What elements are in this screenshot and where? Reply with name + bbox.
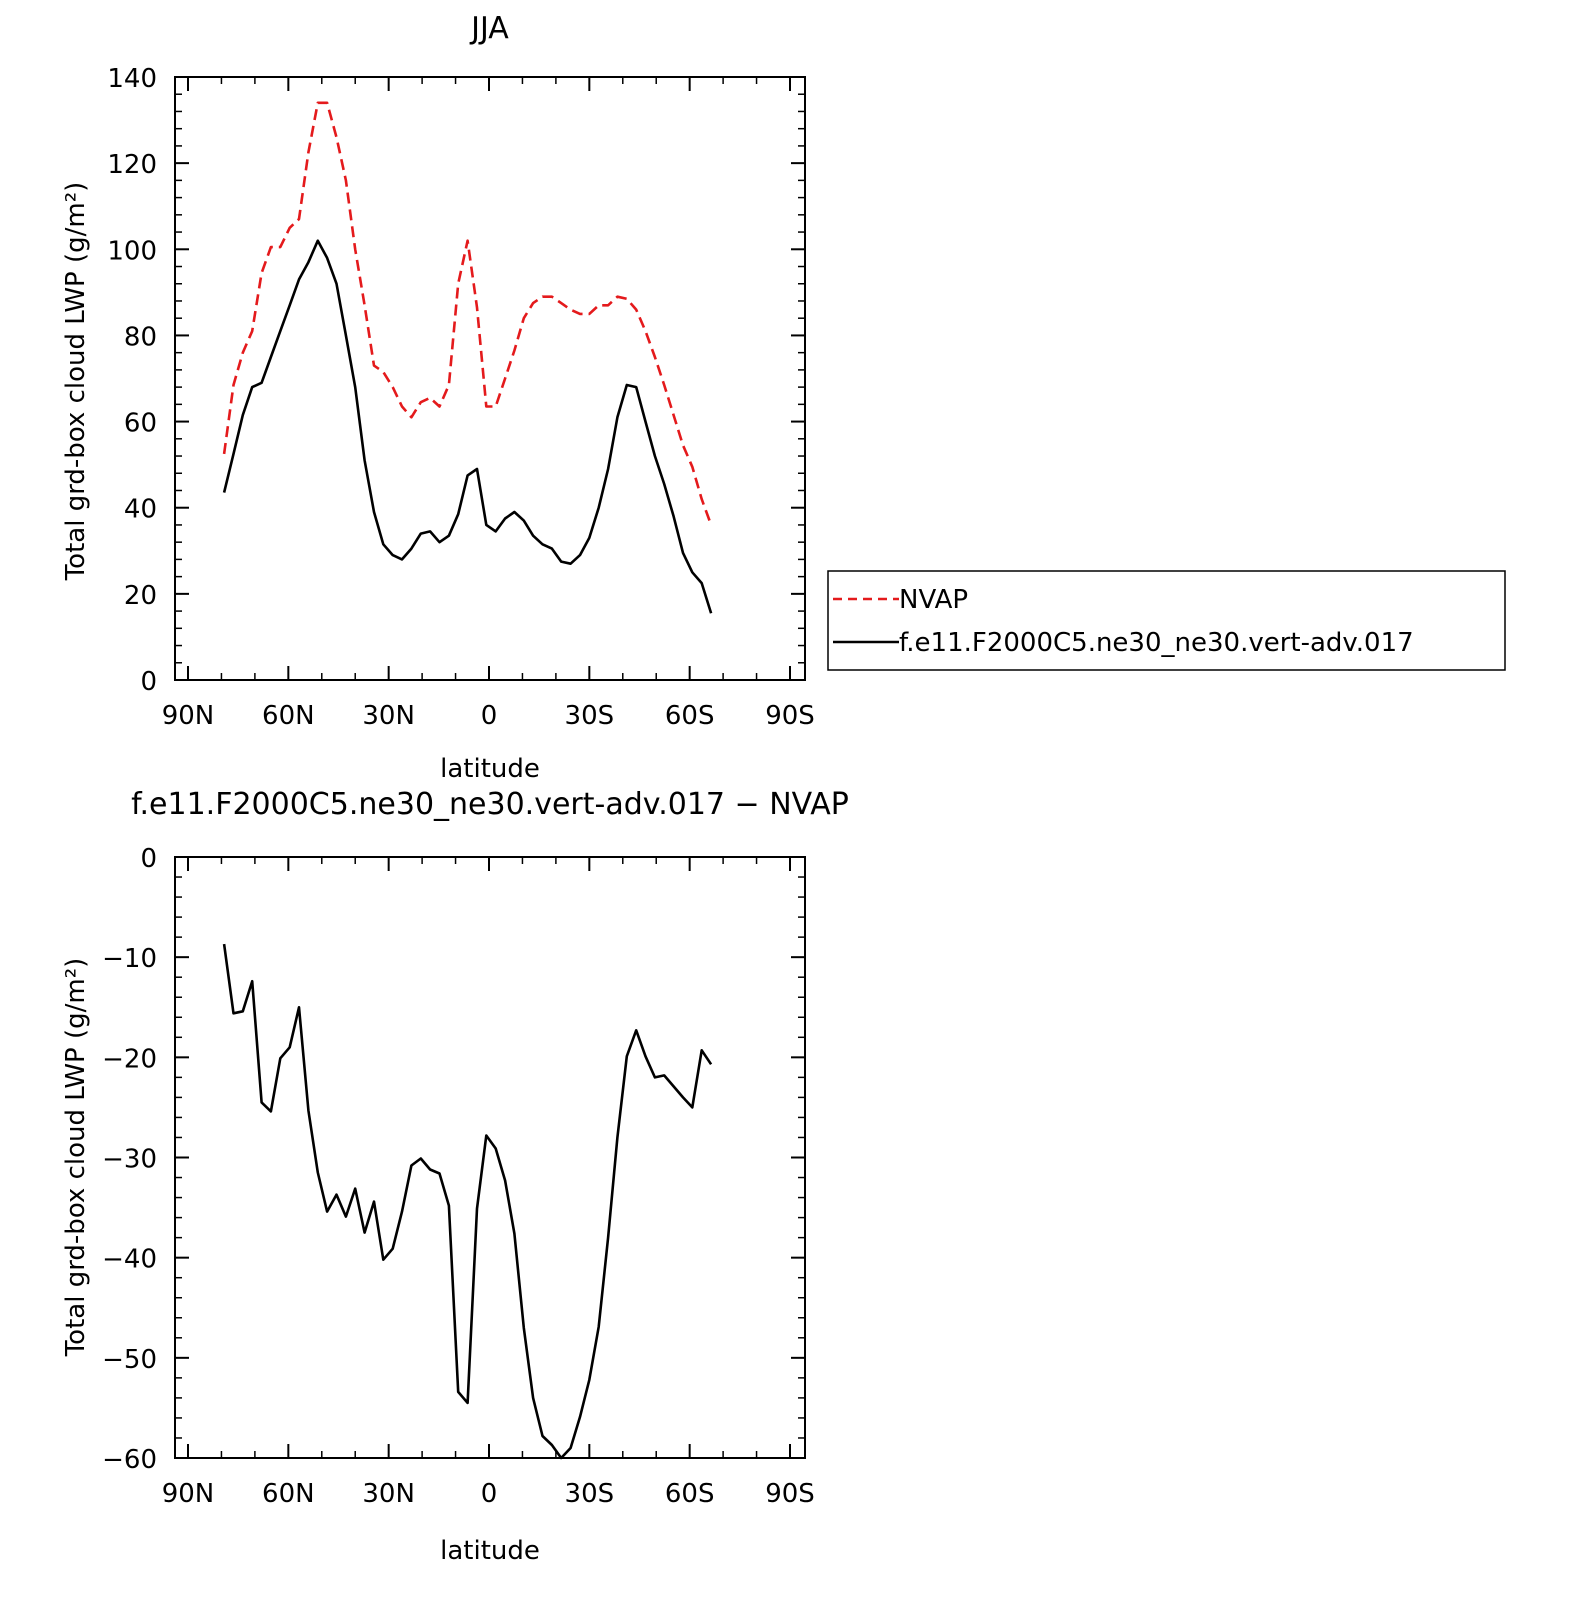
series-line-f-e11-f2000c5-ne30-ne30-vert-adv-017 xyxy=(222,239,713,614)
x-tick-label: 30S xyxy=(565,1479,615,1509)
y-tick-label: 0 xyxy=(140,667,157,697)
x-tick-label: 90N xyxy=(162,701,215,731)
y-tick-label: −50 xyxy=(102,1345,157,1375)
x-tick-label: 60N xyxy=(262,701,315,731)
bottom-tick-labels: 90N 60N 30N 0 30S 60S 90S 0 −10 −20 −30 −40 −50 −60 xyxy=(102,844,815,1509)
top-ticks xyxy=(175,76,805,681)
bottom-ticks xyxy=(175,856,805,1459)
top-tick-labels: 90N 60N 30N 0 30S 60S 90S 0 20 40 60 80 100 120 140 xyxy=(107,64,814,731)
top-chart-title: JJA xyxy=(469,11,509,46)
top-y-axis-label: Total grd-box cloud LWP (g/m²) xyxy=(61,182,91,582)
top-panel: JJA latitude Total grd-box cloud LWP (g/… xyxy=(61,11,815,784)
y-tick-label: 20 xyxy=(124,581,157,611)
bottom-plot-area xyxy=(222,943,713,1460)
bottom-x-axis-label: latitude xyxy=(440,1536,540,1566)
legend-label-nvap: NVAP xyxy=(899,585,968,615)
x-tick-label: 90S xyxy=(765,1479,815,1509)
x-tick-label: 90S xyxy=(765,701,815,731)
y-tick-label: 120 xyxy=(107,150,157,180)
bottom-plot-frame xyxy=(174,856,806,1459)
y-tick-label: −20 xyxy=(102,1044,157,1074)
x-tick-label: 30N xyxy=(362,1479,415,1509)
y-tick-label: 140 xyxy=(107,64,157,94)
series-line-nvap xyxy=(222,101,713,526)
y-tick-label: 80 xyxy=(124,322,157,352)
bottom-panel: f.e11.F2000C5.ne30_ne30.vert-adv.017 − N… xyxy=(61,787,849,1566)
x-tick-label: 0 xyxy=(481,701,498,731)
x-tick-label: 0 xyxy=(481,1479,498,1509)
y-tick-label: 0 xyxy=(140,844,157,874)
legend-box xyxy=(827,570,1506,671)
y-tick-label: 100 xyxy=(107,236,157,266)
legend-label-model: f.e11.F2000C5.ne30_ne30.vert-adv.017 xyxy=(899,628,1414,658)
y-tick-label: 40 xyxy=(124,495,157,525)
x-tick-label: 60S xyxy=(665,701,715,731)
x-tick-label: 60N xyxy=(262,1479,315,1509)
y-tick-label: −60 xyxy=(102,1445,157,1475)
top-plot-area xyxy=(222,101,713,614)
bottom-y-axis-label: Total grd-box cloud LWP (g/m²) xyxy=(61,958,91,1358)
legend: NVAP f.e11.F2000C5.ne30_ne30.vert-adv.01… xyxy=(827,570,1506,671)
x-tick-label: 30N xyxy=(362,701,415,731)
x-tick-label: 30S xyxy=(565,701,615,731)
x-tick-label: 60S xyxy=(665,1479,715,1509)
y-tick-label: −40 xyxy=(102,1245,157,1275)
y-tick-label: −30 xyxy=(102,1145,157,1175)
y-tick-label: −10 xyxy=(102,944,157,974)
y-tick-label: 60 xyxy=(124,409,157,439)
top-plot-frame xyxy=(174,76,806,681)
top-x-axis-label: latitude xyxy=(440,754,540,784)
bottom-chart-title: f.e11.F2000C5.ne30_ne30.vert-adv.017 − N… xyxy=(131,787,849,822)
series-line-difference xyxy=(222,943,713,1460)
x-tick-label: 90N xyxy=(162,1479,215,1509)
